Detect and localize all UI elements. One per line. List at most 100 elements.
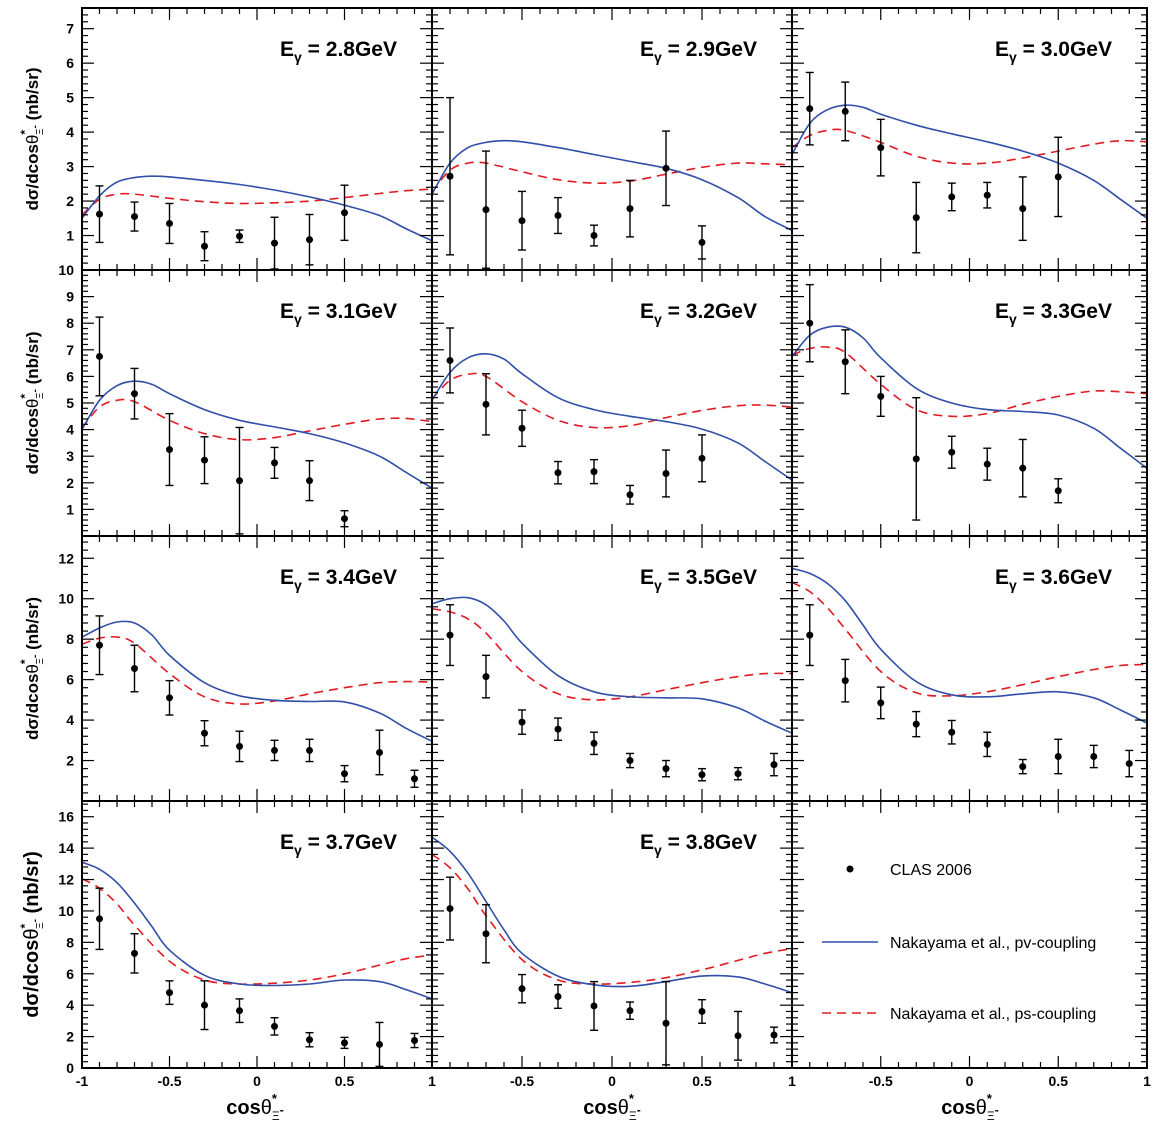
x-tick-label: 0	[608, 1073, 616, 1089]
x-tick-label: 1	[428, 1073, 436, 1089]
y-tick-label: 12	[58, 550, 74, 566]
clas-data-point	[95, 185, 104, 244]
data-marker	[166, 694, 173, 702]
clas-data-point	[130, 644, 139, 693]
y-tick-label: 10	[58, 262, 74, 278]
pv-coupling-curve	[792, 325, 1147, 469]
data-marker	[306, 477, 313, 485]
data-marker	[131, 949, 138, 957]
panel-title-e: E	[640, 300, 654, 323]
y-tick-label: 8	[66, 934, 74, 950]
y-tick-label: 2	[66, 1029, 74, 1045]
data-marker	[96, 641, 103, 649]
data-marker	[341, 770, 348, 778]
clas-data-point	[95, 887, 104, 951]
data-marker	[306, 746, 313, 754]
x-tick-label: 0.5	[1049, 1073, 1069, 1089]
y-tick-label: 2	[66, 193, 74, 209]
clas-data-point	[1018, 758, 1027, 775]
clas-data-point	[270, 1017, 279, 1036]
ps-coupling-curve	[792, 581, 1147, 697]
y-axis-label-theta: θ	[23, 135, 42, 144]
x-axis-label-star: *	[987, 1091, 993, 1106]
clas-data-point	[770, 752, 778, 777]
clas-data-point	[165, 412, 174, 487]
clas-data-point	[340, 764, 349, 783]
panel-title-e: E	[280, 831, 294, 854]
y-tick-label: 6	[66, 672, 74, 688]
data-marker	[554, 725, 562, 733]
y-axis-label-minus: -	[30, 919, 41, 922]
ps-coupling-curve	[792, 346, 1147, 418]
data-marker	[236, 742, 243, 750]
y-tick-label: 6	[66, 55, 74, 71]
clas-data-point	[482, 654, 490, 699]
ps-coupling-curve	[432, 372, 792, 429]
clas-data-point	[235, 426, 244, 535]
clas-data-point	[662, 759, 670, 778]
data-marker	[877, 699, 885, 707]
frames	[81, 7, 1148, 1069]
data-marker	[841, 107, 849, 115]
clas-data-point	[235, 998, 244, 1024]
data-marker	[236, 477, 243, 485]
y-axis-label-star: *	[18, 659, 32, 664]
data-marker	[306, 1036, 313, 1044]
y-tick-label: 1	[66, 501, 74, 517]
data-marker	[590, 468, 598, 476]
panel-plot-area	[792, 567, 1147, 778]
data-marker	[1090, 752, 1098, 760]
data-marker	[482, 930, 490, 938]
panel: Eγ = 3.2GeV	[432, 300, 792, 505]
ps-coupling-curve	[432, 161, 792, 193]
pv-coupling-curve	[792, 104, 1147, 219]
data-marker	[770, 761, 778, 769]
clas-data-point	[947, 719, 956, 745]
clas-data-point	[446, 604, 454, 667]
clas-data-point	[805, 283, 814, 363]
clas-data-point	[1054, 738, 1063, 775]
data-marker	[166, 989, 173, 997]
x-axis-label-star: *	[629, 1091, 635, 1106]
data-marker	[446, 172, 454, 180]
panel-title-e: E	[280, 566, 294, 589]
data-marker	[626, 205, 634, 213]
data-marker	[446, 905, 454, 913]
clas-data-point	[554, 984, 562, 1010]
y-axis-label: dσ/dcosθ* Ξ- (nb/sr)	[18, 67, 46, 210]
data-marker	[912, 455, 920, 463]
data-marker	[554, 469, 562, 477]
x-tick-label: -0.5	[157, 1073, 181, 1089]
y-tick-label: 1	[66, 228, 74, 244]
panel: Eγ = 3.7GeV	[82, 831, 432, 1068]
data-marker	[271, 746, 278, 754]
data-marker	[1019, 205, 1027, 213]
data-marker	[236, 232, 243, 240]
data-marker	[131, 390, 138, 398]
y-axis-label: dσ/dcosθ* Ξ- (nb/sr)	[18, 597, 46, 740]
y-tick-label: 3	[66, 448, 74, 464]
ps-coupling-curve	[432, 608, 792, 701]
panel-title: Eγ = 2.9GeV	[640, 38, 757, 65]
data-marker	[662, 765, 670, 773]
clas-data-point	[983, 447, 992, 481]
data-marker	[626, 757, 634, 765]
y-axis-label-star: *	[18, 394, 32, 399]
clas-data-point	[375, 1021, 384, 1068]
x-axis-label-xi: Ξ	[272, 1109, 280, 1123]
x-tick-label: -0.5	[869, 1073, 893, 1089]
x-tick-label: 0	[966, 1073, 974, 1089]
legend-data-label: CLAS 2006	[890, 862, 972, 879]
data-marker	[806, 319, 814, 327]
y-axis-label-xi: Ξ	[35, 128, 46, 135]
clas-data-point	[554, 717, 562, 742]
data-marker	[1054, 752, 1062, 760]
legend-pv-label: Nakayama et al., pv-coupling	[890, 935, 1096, 952]
y-axis-label-minus: -	[30, 389, 41, 392]
data-marker	[376, 1040, 383, 1048]
clas-data-point	[1018, 438, 1027, 498]
data-marker	[446, 356, 454, 364]
panel-title-e: E	[995, 300, 1009, 323]
x-tick-label: 1	[1143, 1073, 1151, 1089]
clas-data-point	[698, 998, 706, 1024]
